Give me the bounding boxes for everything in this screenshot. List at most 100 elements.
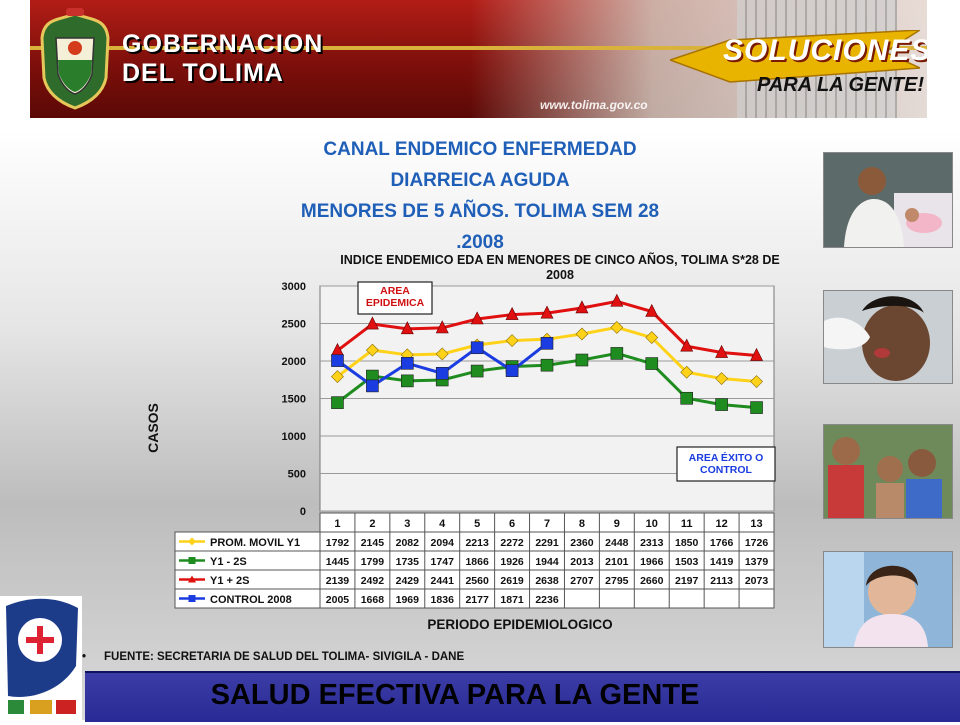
data-label: 2560 xyxy=(465,575,489,587)
x-tick-label: 1 xyxy=(334,518,340,530)
data-label: 2177 xyxy=(465,594,489,606)
slogan-arrow-icon xyxy=(670,30,920,83)
data-label: 2139 xyxy=(326,575,350,587)
annotation-box xyxy=(676,446,776,482)
data-point xyxy=(365,343,379,357)
data-label: 2005 xyxy=(326,594,350,606)
org-name-line2: DEL TOLIMA xyxy=(122,59,284,87)
x-tick-label: 7 xyxy=(544,518,550,530)
data-point xyxy=(680,391,693,405)
series-markers xyxy=(330,293,764,414)
data-label: 1792 xyxy=(326,537,350,549)
data-point xyxy=(750,401,763,414)
legend-marker xyxy=(188,595,196,602)
data-point xyxy=(715,398,728,411)
data-point xyxy=(365,316,379,330)
data-point xyxy=(505,334,519,348)
slogan-main: SOLUCIONES xyxy=(723,34,927,67)
data-label: 1944 xyxy=(535,556,559,568)
legend-entry: Y1 + 2S xyxy=(210,575,249,587)
x-tick-label: 9 xyxy=(614,518,620,530)
data-label: 1379 xyxy=(745,556,769,568)
x-tick-label: 13 xyxy=(750,518,762,530)
data-label: 1926 xyxy=(500,556,524,568)
data-point xyxy=(540,305,554,319)
x-tick-label: 5 xyxy=(474,518,480,530)
data-point xyxy=(505,364,519,377)
y-tick-label: 2500 xyxy=(282,319,306,331)
y-tick-label: 1500 xyxy=(282,394,306,406)
data-label: 2145 xyxy=(361,537,385,549)
data-label: 2360 xyxy=(570,537,594,549)
data-point xyxy=(680,338,694,352)
data-point xyxy=(610,320,624,334)
data-label: 1799 xyxy=(361,556,385,568)
data-point xyxy=(575,353,589,367)
data-point xyxy=(470,311,484,325)
data-label: 2638 xyxy=(535,575,559,587)
data-label: 1766 xyxy=(710,537,734,549)
data-label: 1871 xyxy=(500,594,524,606)
bullet: • xyxy=(82,651,87,663)
data-point xyxy=(470,364,484,378)
x-axis-label: PERIODO EPIDEMIOLOGICO xyxy=(427,617,613,632)
x-tick-label: 2 xyxy=(369,518,375,530)
photo-children-group xyxy=(823,424,953,519)
data-point xyxy=(470,341,484,355)
data-label: 2113 xyxy=(710,575,733,587)
x-tick-label: 11 xyxy=(681,518,693,530)
annotation-box xyxy=(357,281,433,315)
website-url: www.tolima.gov.co xyxy=(540,98,648,112)
data-point xyxy=(400,321,414,335)
data-point xyxy=(575,300,589,314)
data-label: 1503 xyxy=(675,556,699,568)
photo-smiling-girl xyxy=(823,551,953,648)
annotation-epidemic: AREA EPIDEMICA xyxy=(366,285,425,309)
x-tick-label: 12 xyxy=(715,518,727,530)
data-label: 2291 xyxy=(535,537,559,549)
data-label: 1850 xyxy=(675,537,699,549)
data-label: 2619 xyxy=(500,575,524,587)
y-tick-labels: 0 500 1000 1500 2000 2500 3000 xyxy=(282,281,306,518)
data-label: 2795 xyxy=(605,575,629,587)
data-label: 2313 xyxy=(640,537,664,549)
source-note: • FUENTE: SECRETARIA DE SALUD DEL TOLIMA-… xyxy=(82,651,464,663)
data-label: 2429 xyxy=(396,575,420,587)
header-banner: GOBERNACION DEL TOLIMA www.tolima.gov.co… xyxy=(30,0,927,118)
footer-slogan: SALUD EFECTIVA PARA LA GENTE xyxy=(210,679,700,711)
data-point xyxy=(435,320,449,334)
data-label: 2272 xyxy=(500,537,524,549)
data-label: 2707 xyxy=(570,575,594,587)
x-tick-label: 10 xyxy=(646,518,658,530)
data-point xyxy=(331,396,344,409)
data-point xyxy=(610,347,624,360)
data-label: 1668 xyxy=(361,594,385,606)
data-point xyxy=(645,357,659,370)
data-label: 1419 xyxy=(710,556,734,568)
data-label: 2082 xyxy=(396,537,420,549)
coat-of-arms-icon xyxy=(40,8,110,110)
x-tick-label: 6 xyxy=(509,518,515,530)
data-label: 2448 xyxy=(605,537,629,549)
org-name-line1: GOBERNACION xyxy=(122,30,324,58)
data-point xyxy=(715,344,729,358)
y-tick-label: 2000 xyxy=(282,356,306,368)
secretaria-logo xyxy=(0,596,82,720)
data-point xyxy=(331,354,344,367)
data-label: 2213 xyxy=(465,537,489,549)
data-point xyxy=(435,366,449,380)
footer-bar: SALUD EFECTIVA PARA LA GENTE xyxy=(85,671,960,722)
data-point xyxy=(575,327,589,341)
y-tick-label: 0 xyxy=(300,506,306,518)
slogan-sub: PARA LA GENTE! xyxy=(757,74,925,96)
x-tick-label: 3 xyxy=(404,518,410,530)
y-tick-label: 500 xyxy=(288,469,306,481)
data-point xyxy=(645,303,659,317)
slide-title-line3: MENORES DE 5 AÑOS. TOLIMA SEM 28 xyxy=(300,201,660,222)
table-body xyxy=(319,512,775,609)
annotation-success: AREA ÉXITO O CONTROL xyxy=(689,451,764,476)
legend-entry: Y1 - 2S xyxy=(210,556,247,568)
data-point xyxy=(401,374,414,388)
